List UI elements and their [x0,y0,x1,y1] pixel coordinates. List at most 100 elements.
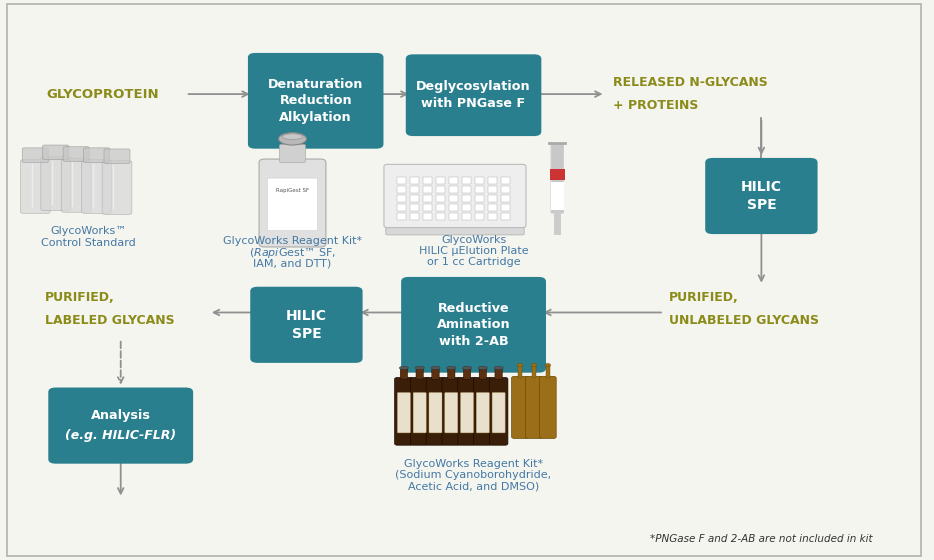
Bar [501,195,510,202]
Text: *PNGase F and 2-AB are not included in kit: *PNGase F and 2-AB are not included in k… [650,534,872,544]
Text: GlycoWorks™
Control Standard: GlycoWorks™ Control Standard [41,226,135,248]
FancyBboxPatch shape [384,165,526,228]
Ellipse shape [517,363,523,367]
FancyBboxPatch shape [463,369,471,379]
Bar [397,178,406,184]
Bar [501,186,510,193]
FancyBboxPatch shape [429,393,442,433]
FancyBboxPatch shape [479,369,487,379]
Bar [410,195,419,202]
Bar [436,186,446,193]
Text: (e.g. HILIC-FLR): (e.g. HILIC-FLR) [65,429,177,442]
Ellipse shape [282,134,303,139]
FancyBboxPatch shape [279,144,305,162]
FancyBboxPatch shape [43,145,69,160]
Bar [397,213,406,220]
FancyBboxPatch shape [476,393,489,433]
FancyBboxPatch shape [397,393,410,433]
Bar [475,195,484,202]
Bar [462,204,472,211]
Bar [475,186,484,193]
FancyBboxPatch shape [432,369,439,379]
Bar [423,204,432,211]
FancyBboxPatch shape [259,159,326,247]
FancyBboxPatch shape [458,377,476,445]
Text: Denaturation
Reduction
Alkylation: Denaturation Reduction Alkylation [268,78,363,124]
Text: PURIFIED,: PURIFIED, [669,291,738,305]
FancyBboxPatch shape [540,376,556,438]
Bar [488,195,497,202]
Bar [436,213,446,220]
Bar [488,213,497,220]
Bar [550,169,564,180]
Bar [436,178,446,184]
Text: RELEASED N-GLYCANS: RELEASED N-GLYCANS [613,76,768,90]
Bar [449,186,459,193]
Bar [436,195,446,202]
Bar [488,178,497,184]
FancyBboxPatch shape [405,54,542,136]
Bar [462,195,472,202]
Bar [475,178,484,184]
FancyBboxPatch shape [447,369,455,379]
FancyBboxPatch shape [7,4,921,556]
Bar [449,195,459,202]
Text: RapiGest SF: RapiGest SF [276,188,309,216]
FancyBboxPatch shape [512,376,529,438]
Ellipse shape [478,366,488,370]
Text: HILIC µElution Plate: HILIC µElution Plate [418,246,529,256]
Text: IAM, and DTT): IAM, and DTT) [253,259,332,269]
Text: PURIFIED,: PURIFIED, [45,291,114,305]
Bar [410,178,419,184]
FancyBboxPatch shape [386,223,524,235]
Bar [449,204,459,211]
Bar [410,186,419,193]
Bar [501,204,510,211]
Bar [501,178,510,184]
Text: HILIC
SPE: HILIC SPE [286,309,327,340]
Bar [397,195,406,202]
FancyBboxPatch shape [445,393,458,433]
Ellipse shape [545,363,551,367]
Text: Deglycosylation
with PNGase F: Deglycosylation with PNGase F [417,81,531,110]
FancyBboxPatch shape [413,393,426,433]
Bar [518,366,522,378]
Bar [546,366,550,378]
FancyBboxPatch shape [395,377,413,445]
Bar [449,178,459,184]
FancyBboxPatch shape [62,158,91,212]
Bar [488,186,497,193]
Bar [475,204,484,211]
FancyBboxPatch shape [401,277,546,373]
Text: Acetic Acid, and DMSO): Acetic Acid, and DMSO) [408,481,539,491]
Bar [462,178,472,184]
FancyBboxPatch shape [22,148,49,162]
FancyBboxPatch shape [81,160,111,213]
FancyBboxPatch shape [705,158,817,234]
Bar [501,213,510,220]
Text: Reductive
Amination
with 2-AB: Reductive Amination with 2-AB [437,302,510,348]
FancyBboxPatch shape [64,147,89,161]
FancyBboxPatch shape [442,377,460,445]
Bar [488,204,497,211]
Ellipse shape [494,366,503,370]
Ellipse shape [462,366,472,370]
Bar [423,178,432,184]
Ellipse shape [446,366,456,370]
FancyBboxPatch shape [495,369,502,379]
Text: GlycoWorks Reagent Kit*: GlycoWorks Reagent Kit* [404,459,543,469]
Bar [462,213,472,220]
Bar [532,366,536,378]
FancyBboxPatch shape [410,377,429,445]
FancyBboxPatch shape [400,369,407,379]
FancyBboxPatch shape [460,393,474,433]
Text: Analysis: Analysis [91,409,150,422]
Ellipse shape [399,366,408,370]
Text: (Sodium Cyanoborohydride,: (Sodium Cyanoborohydride, [395,470,552,480]
Ellipse shape [431,366,440,370]
Text: GlycoWorks Reagent Kit*: GlycoWorks Reagent Kit* [223,236,362,246]
Bar [449,213,459,220]
FancyBboxPatch shape [492,393,505,433]
Bar [397,204,406,211]
Text: or 1 cc Cartridge: or 1 cc Cartridge [427,257,520,267]
